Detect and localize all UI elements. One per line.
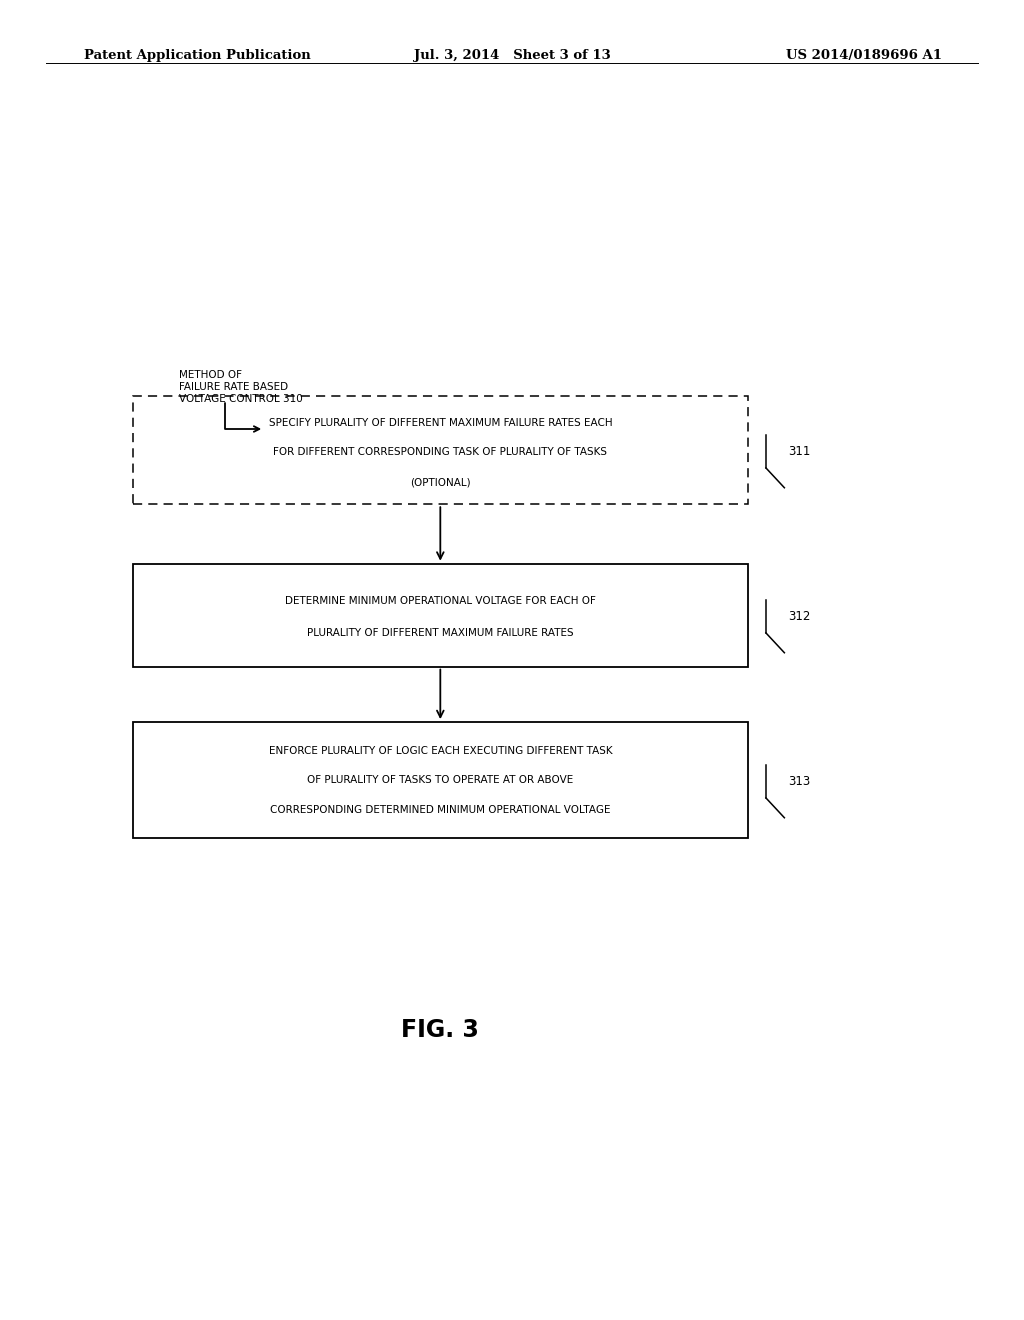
Text: ENFORCE PLURALITY OF LOGIC EACH EXECUTING DIFFERENT TASK: ENFORCE PLURALITY OF LOGIC EACH EXECUTIN… xyxy=(268,746,612,756)
Text: US 2014/0189696 A1: US 2014/0189696 A1 xyxy=(786,49,942,62)
Text: METHOD OF
FAILURE RATE BASED
VOLTAGE CONTROL 310: METHOD OF FAILURE RATE BASED VOLTAGE CON… xyxy=(179,370,303,404)
Text: Jul. 3, 2014   Sheet 3 of 13: Jul. 3, 2014 Sheet 3 of 13 xyxy=(414,49,610,62)
Text: FOR DIFFERENT CORRESPONDING TASK OF PLURALITY OF TASKS: FOR DIFFERENT CORRESPONDING TASK OF PLUR… xyxy=(273,447,607,457)
Text: 312: 312 xyxy=(788,610,811,623)
Bar xyxy=(133,722,748,838)
Text: Patent Application Publication: Patent Application Publication xyxy=(84,49,310,62)
Text: 313: 313 xyxy=(788,775,811,788)
Text: DETERMINE MINIMUM OPERATIONAL VOLTAGE FOR EACH OF: DETERMINE MINIMUM OPERATIONAL VOLTAGE FO… xyxy=(285,595,596,606)
Text: FIG. 3: FIG. 3 xyxy=(401,1018,479,1041)
Bar xyxy=(133,564,748,667)
Bar xyxy=(133,396,748,504)
Text: (OPTIONAL): (OPTIONAL) xyxy=(410,478,471,487)
Text: CORRESPONDING DETERMINED MINIMUM OPERATIONAL VOLTAGE: CORRESPONDING DETERMINED MINIMUM OPERATI… xyxy=(270,805,610,816)
Text: PLURALITY OF DIFFERENT MAXIMUM FAILURE RATES: PLURALITY OF DIFFERENT MAXIMUM FAILURE R… xyxy=(307,627,573,638)
Text: SPECIFY PLURALITY OF DIFFERENT MAXIMUM FAILURE RATES EACH: SPECIFY PLURALITY OF DIFFERENT MAXIMUM F… xyxy=(268,418,612,428)
Text: 311: 311 xyxy=(788,445,811,458)
Text: OF PLURALITY OF TASKS TO OPERATE AT OR ABOVE: OF PLURALITY OF TASKS TO OPERATE AT OR A… xyxy=(307,775,573,785)
